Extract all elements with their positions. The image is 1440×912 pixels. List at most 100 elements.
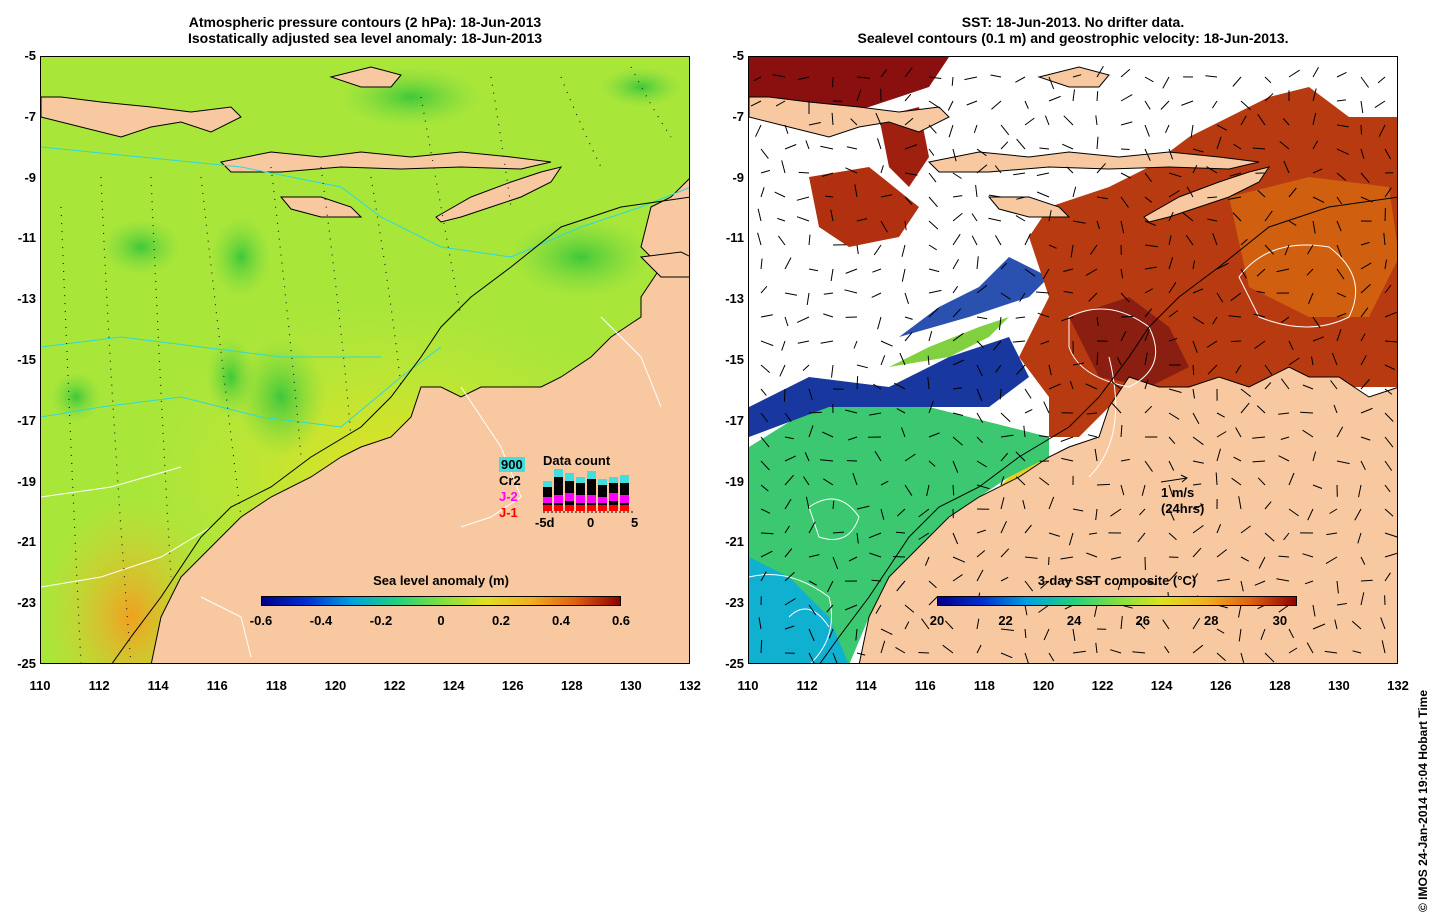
colorbar-tick-label: 0 (421, 613, 461, 628)
x-tick-label: 118 (964, 678, 1004, 693)
velocity-arrow (784, 389, 785, 402)
credit-text: © IMOS 24-Jan-2014 19:04 Hobart Time (1416, 690, 1430, 912)
x-tick-label: 120 (315, 678, 355, 693)
x-tick-label: 128 (1260, 678, 1300, 693)
legend-label: J-2 (499, 489, 518, 504)
colorbar-tick-label: -0.2 (361, 613, 401, 628)
sea-level-map[interactable]: 900 Cr2 J-2 J-1 Data count -5d 0 5 Sea l… (40, 56, 690, 664)
y-tick-label: -11 (2, 230, 36, 245)
x-tick-label: 114 (138, 678, 178, 693)
velocity-arrow (953, 485, 954, 495)
right-title: SST: 18-Jun-2013. No drifter data. Seale… (748, 14, 1398, 46)
x-tick-label: 126 (493, 678, 533, 693)
anomaly-blob (101, 219, 181, 275)
colorbar-tick-label: -0.4 (301, 613, 341, 628)
velocity-arrow (872, 580, 882, 581)
colorbar-tick-label: 28 (1191, 613, 1231, 628)
y-tick-label: -17 (710, 413, 744, 428)
velocity-arrow (761, 533, 774, 534)
anomaly-blob (211, 217, 271, 297)
x-tick-label: 114 (846, 678, 886, 693)
anomaly-blob (511, 217, 651, 297)
x-tick-label: 122 (1083, 678, 1123, 693)
y-tick-label: -13 (2, 291, 36, 306)
y-tick-label: -5 (710, 48, 744, 63)
colorbar-tick-label: 30 (1260, 613, 1300, 628)
x-tick-label: 128 (552, 678, 592, 693)
y-tick-label: -11 (710, 230, 744, 245)
velocity-arrow (1207, 197, 1217, 198)
sst-colorbar (937, 596, 1297, 606)
x-tick-label: 130 (1319, 678, 1359, 693)
data-count-axis-left: -5d (535, 515, 555, 530)
velocity-arrow (918, 653, 929, 654)
colorbar-tick-label: 22 (986, 613, 1026, 628)
left-title-line1: Atmospheric pressure contours (2 hPa): 1… (40, 14, 690, 30)
y-tick-label: -23 (710, 595, 744, 610)
x-tick-label: 132 (1378, 678, 1418, 693)
legend-label: 900 (499, 457, 525, 472)
right-title-line1: SST: 18-Jun-2013. No drifter data. (748, 14, 1398, 30)
right-title-line2: Sealevel contours (0.1 m) and geostrophi… (748, 30, 1398, 46)
colorbar-tick-label: 0.2 (481, 613, 521, 628)
colorbar-tick-label: 20 (917, 613, 957, 628)
velocity-arrow (1097, 91, 1098, 101)
velocity-arrow (761, 640, 762, 653)
colorbar-tick-label: 0.4 (541, 613, 581, 628)
y-tick-label: -19 (710, 474, 744, 489)
data-count-bars (543, 469, 629, 511)
velocity-arrow (1000, 389, 1001, 399)
velocity-arrow (1361, 580, 1373, 581)
velocity-arrow (1097, 352, 1098, 365)
x-tick-label: 116 (197, 678, 237, 693)
sst-map[interactable]: 1 m/s (24hrs) 3-day SST composite (°C) 2… (748, 56, 1398, 664)
y-tick-label: -13 (710, 291, 744, 306)
x-tick-label: 118 (256, 678, 296, 693)
x-tick-label: 130 (611, 678, 651, 693)
velocity-arrow (1231, 341, 1241, 342)
sea-level-colorbar (261, 596, 621, 606)
y-tick-label: -25 (2, 656, 36, 671)
x-tick-label: 120 (1023, 678, 1063, 693)
x-tick-label: 126 (1201, 678, 1241, 693)
x-tick-label: 122 (375, 678, 415, 693)
y-tick-label: -5 (2, 48, 36, 63)
legend-j1: J-1 (499, 505, 518, 520)
x-tick-label: 124 (434, 678, 474, 693)
x-tick-label: 124 (1142, 678, 1182, 693)
data-count-axis-right: 5 (631, 515, 638, 530)
velocity-arrow (893, 557, 905, 558)
left-title: Atmospheric pressure contours (2 hPa): 1… (40, 14, 690, 46)
data-count-axis-mid: 0 (587, 515, 594, 530)
x-tick-label: 132 (670, 678, 710, 693)
y-tick-label: -7 (2, 109, 36, 124)
colorbar-tick-label: 24 (1054, 613, 1094, 628)
y-tick-label: -19 (2, 474, 36, 489)
y-tick-label: -21 (710, 534, 744, 549)
velocity-arrow (1097, 484, 1110, 485)
data-count-title: Data count (543, 453, 610, 468)
x-tick-label: 116 (905, 678, 945, 693)
velocity-arrow (1193, 365, 1194, 375)
y-tick-label: -7 (710, 109, 744, 124)
y-tick-label: -15 (710, 352, 744, 367)
colorbar-tick-label: 26 (1123, 613, 1163, 628)
velocity-arrow (833, 77, 834, 87)
anomaly-blob (601, 67, 681, 107)
velocity-arrow (896, 532, 905, 533)
colorbar-tick-label: -0.6 (241, 613, 281, 628)
colorbar-tick-label: 0.6 (601, 613, 641, 628)
y-tick-label: -17 (2, 413, 36, 428)
legend-cr2: Cr2 (499, 473, 521, 488)
legend-900: 900 (499, 457, 525, 472)
legend-label: J-1 (499, 505, 518, 520)
x-tick-label: 112 (79, 678, 119, 693)
x-tick-label: 112 (787, 678, 827, 693)
y-tick-label: -23 (2, 595, 36, 610)
left-title-line2: Isostatically adjusted sea level anomaly… (40, 30, 690, 46)
y-tick-label: -25 (710, 656, 744, 671)
velocity-arrow (1121, 149, 1130, 150)
sst-colorbar-title: 3-day SST composite (°C) (937, 573, 1297, 588)
y-tick-label: -9 (710, 170, 744, 185)
legend-label: Cr2 (499, 473, 521, 488)
